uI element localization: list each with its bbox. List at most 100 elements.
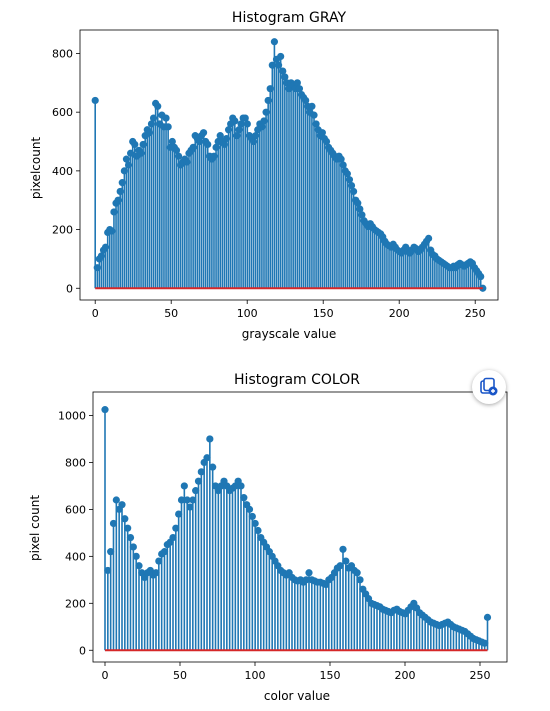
stem-marker (277, 53, 284, 60)
stem-marker (190, 144, 197, 151)
stem-marker (203, 454, 210, 461)
stem-marker (269, 62, 276, 69)
stem-marker (181, 482, 188, 489)
stem-marker (140, 141, 147, 148)
stem-marker (249, 513, 256, 520)
x-tick-label: 100 (245, 669, 266, 682)
y-tick-label: 800 (52, 47, 73, 60)
stem-marker (246, 506, 253, 513)
stem-marker (175, 510, 182, 517)
stem-marker (155, 557, 162, 564)
stem-marker (308, 103, 315, 110)
x-tick-label: 250 (470, 669, 491, 682)
stem-marker (92, 97, 99, 104)
stem-marker (240, 494, 247, 501)
stem-marker (121, 515, 128, 522)
stem-marker (481, 640, 488, 647)
stem-marker (271, 38, 278, 45)
stem-marker (262, 109, 269, 116)
stem-marker (192, 487, 199, 494)
y-tick-label: 0 (79, 644, 86, 657)
histogram-gray-chart: 0 50 100 150 200 250 0 200 400 600 800 Histogram G… (29, 10, 498, 341)
stem-marker (101, 406, 108, 413)
stem-marker (195, 478, 202, 485)
stem-marker (172, 525, 179, 532)
stem-marker (162, 114, 169, 121)
stem-marker (130, 543, 137, 550)
stem-marker (125, 161, 132, 168)
stem-marker (210, 153, 217, 160)
stem-marker (198, 468, 205, 475)
y-tick-label: 400 (52, 165, 73, 178)
stem-marker (108, 227, 115, 234)
stem-marker (102, 244, 109, 251)
stem-marker (131, 141, 138, 148)
y-tick-label: 200 (65, 597, 86, 610)
stem-marker (165, 123, 172, 130)
stem-marker (107, 548, 114, 555)
stem-marker (117, 188, 124, 195)
stem-marker (260, 117, 267, 124)
stem-marker (127, 534, 134, 541)
x-tick-label: 100 (237, 307, 258, 320)
y-tick-label: 200 (52, 224, 73, 237)
stem-marker (354, 569, 361, 576)
stem-marker (206, 435, 213, 442)
y-tick-label: 400 (65, 550, 86, 563)
stem-marker (223, 135, 230, 142)
stem-series (92, 38, 487, 292)
x-tick-label: 250 (465, 307, 486, 320)
stem-marker (254, 527, 261, 534)
stem-marker (161, 548, 168, 555)
y-tick-label: 0 (66, 282, 73, 295)
copy-search-button[interactable] (472, 370, 506, 404)
y-tick-label: 600 (65, 503, 86, 516)
stem-marker (146, 129, 153, 136)
stem-marker (121, 167, 128, 174)
histogram-color-chart: 0 50 100 150 200 250 0 200 400 600 800 1000 Histogr… (28, 372, 507, 703)
stem-marker (104, 567, 111, 574)
x-tick-label: 50 (173, 669, 187, 682)
stem-marker (231, 117, 238, 124)
stem-marker (133, 553, 140, 560)
x-tick-label: 200 (395, 669, 416, 682)
x-tick-label: 50 (164, 307, 178, 320)
stem-marker (115, 197, 122, 204)
copy-search-icon (479, 377, 499, 397)
stem-marker (342, 557, 349, 564)
stem-marker (110, 208, 117, 215)
stem-marker (152, 569, 159, 576)
y-tick-label: 1000 (58, 409, 86, 422)
stem-marker (204, 141, 211, 148)
stem-marker (244, 120, 251, 127)
stem-marker (110, 520, 117, 527)
stem-marker (200, 129, 207, 136)
x-tick-label: 200 (389, 307, 410, 320)
stem-marker (484, 614, 491, 621)
stem-marker (337, 562, 344, 569)
x-axis-label: grayscale value (242, 327, 337, 341)
stem-marker (183, 158, 190, 165)
stem-marker (118, 501, 125, 508)
x-tick-label: 0 (92, 307, 99, 320)
stem-series (101, 406, 491, 650)
y-axis-label: pixel count (28, 495, 42, 561)
stem-marker (113, 496, 120, 503)
y-tick-label: 800 (65, 456, 86, 469)
stem-marker (425, 235, 432, 242)
stem-marker (252, 520, 259, 527)
stem-marker (339, 546, 346, 553)
stem-marker (127, 150, 134, 157)
stem-marker (267, 85, 274, 92)
stem-marker (169, 534, 176, 541)
stem-marker (189, 496, 196, 503)
stem-marker (124, 525, 131, 532)
y-tick-label: 600 (52, 106, 73, 119)
chart-title: Histogram COLOR (234, 372, 360, 388)
stem-marker (186, 503, 193, 510)
stem-marker (209, 464, 216, 471)
x-tick-label: 150 (320, 669, 341, 682)
stem-marker (237, 482, 244, 489)
stem-marker (135, 562, 142, 569)
